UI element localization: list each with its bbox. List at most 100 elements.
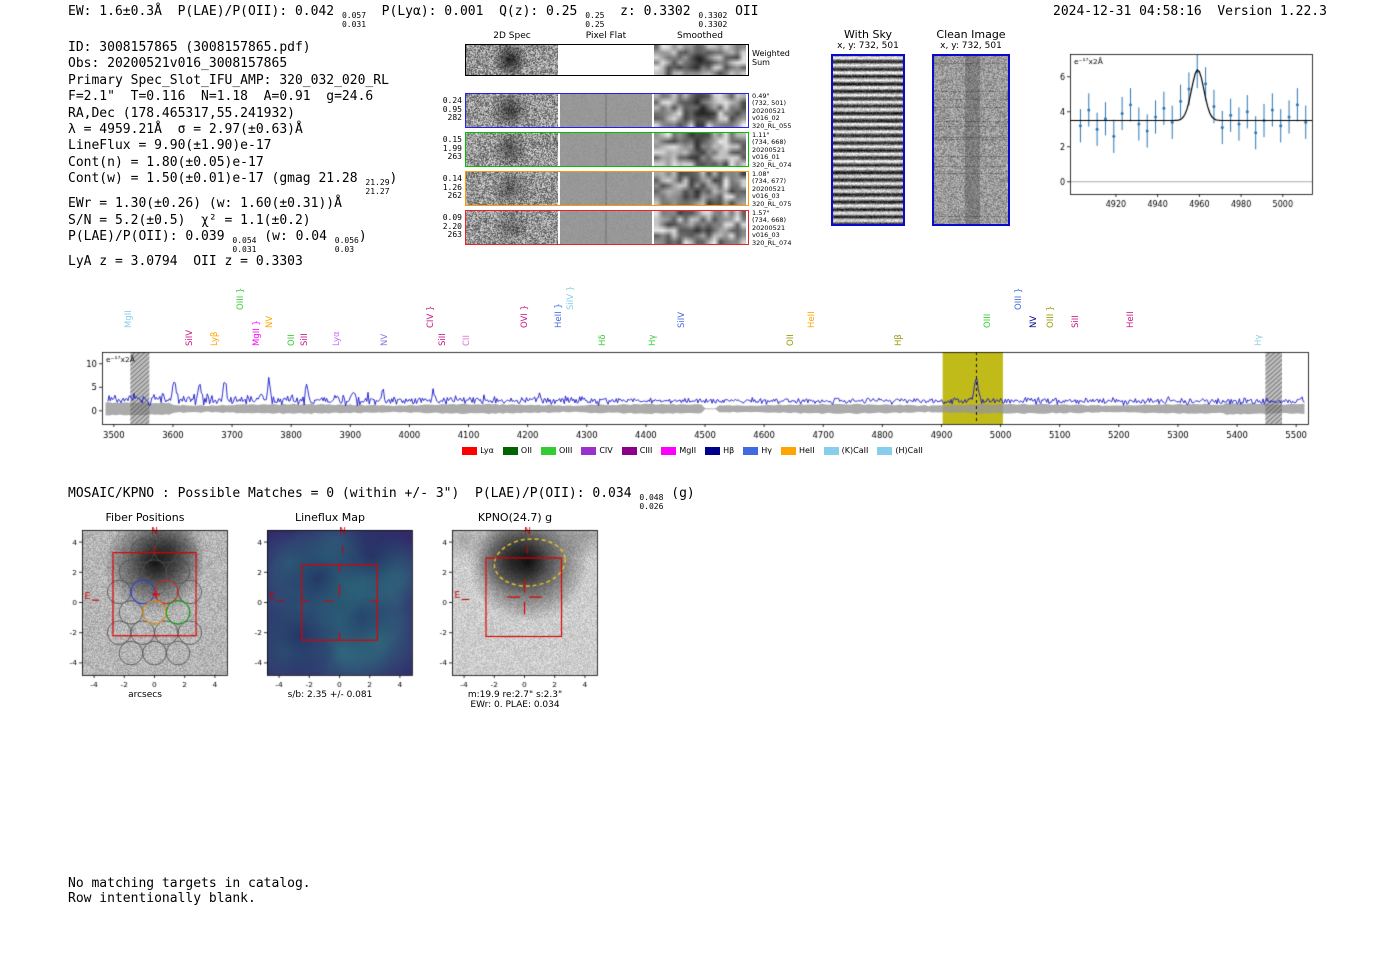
legend-label: Lyα (480, 446, 494, 455)
with-sky-coords: x, y: 732, 501 (837, 41, 899, 51)
text-segment: Obs: 20200521v016_3008157865 (68, 56, 288, 72)
uncertainty-stack: 0.054 0.031 (232, 236, 257, 254)
legend-item: OII (502, 446, 532, 455)
legend-swatch (502, 446, 518, 455)
info-line: LyA z = 3.0794 OII z = 0.3303 (68, 254, 397, 270)
fiber-stat-value: 1.26 (442, 182, 462, 192)
info-line: F=2.1" T=0.116 N=1.18 A=0.91 g=24.6 (68, 89, 397, 105)
text-segment: RA,Dec (178.465317,55.241932) (68, 105, 295, 121)
spec2d-strip-noise (466, 45, 558, 75)
fiber-annotation-line: v016_03 (752, 231, 780, 240)
info-line: RA,Dec (178.465317,55.241932) (68, 106, 397, 122)
emission-line-marker: OIII (982, 313, 993, 328)
clean-image-title: Clean Image (936, 28, 1006, 41)
info-line: Obs: 20200521v016_3008157865 (68, 56, 397, 72)
line-fit-zoom-plot (1040, 48, 1320, 216)
emission-line-marker: CIV } (426, 305, 437, 328)
text-segment: (w: 0.04 (256, 229, 335, 245)
fiber-2d-row (465, 93, 749, 128)
lineflux-caption: s/b: 2.35 +/- 0.081 (287, 690, 373, 700)
clean-image-panel: Clean Image x, y: 732, 501 (928, 28, 1014, 226)
legend-label: (H)CaII (895, 446, 923, 455)
fiber-row-annotation: 1.08" (734, 677) 20200521 v016_03 320_RL_075 (752, 170, 832, 208)
fiber-annotation-line: 320_RL_075 (752, 199, 792, 208)
fiber-2d-row (465, 132, 749, 167)
text-segment: P(Lyα): 0.001 Q(z): 0.25 (366, 4, 586, 19)
fiber-row-annotation: 1.11" (734, 668) 20200521 v016_01 320_RL_074 (752, 131, 832, 169)
fiber-stat-value: 262 (447, 191, 462, 200)
text-segment: Cont(w) = 1.50(±0.01)e-17 (gmag 21.28 (68, 171, 366, 187)
with-sky-panel: With Sky x, y: 732, 501 (828, 28, 908, 226)
legend-item: Hβ (705, 446, 734, 455)
spec2d-strip-smooth (654, 172, 746, 205)
uncertainty-stack: 0.056 0.03 (334, 236, 359, 254)
info-line: P(LAE)/P(OII): 0.039 0.054 0.031 (w: 0.04… (68, 229, 397, 254)
emission-line-marker: OII (286, 334, 297, 346)
text-segment: (g) (663, 486, 695, 501)
emission-line-marker: NV (264, 315, 275, 328)
legend-item: (K)CaII (823, 446, 868, 455)
spec2d-col-header: 2D Spec (493, 31, 531, 41)
spec2d-strip-noise (466, 172, 558, 205)
emission-line-marker: OIII } (1045, 305, 1056, 328)
fiber-positions-title: Fiber Positions (105, 511, 185, 524)
fiber-stat-value: 0.09 (442, 213, 462, 222)
detection-info-block: ID: 3008157865 (3008157865.pdf) Obs: 2020… (68, 40, 397, 270)
emission-line-marker-band: MgII SiIV Lyβ OIII } MgII } NV OII SiII Lyα NV CIV… (70, 258, 1315, 348)
emission-line-marker: MgII } (252, 320, 263, 346)
legend-label: OIII (558, 446, 573, 455)
spec2d-strip-noise (466, 211, 558, 244)
fiber-annotation-line: 20200521 (752, 106, 786, 115)
kpno-caption-2: EWr: 0. PLAE: 0.034 (470, 700, 560, 710)
fiber-annotation-line: v016_03 (752, 192, 780, 201)
legend-item: OIII (540, 446, 573, 455)
fiber-annotation-line: 320_RL_074 (752, 160, 792, 169)
fiber-positions-panel: Fiber Positions arcsecs (50, 511, 240, 700)
legend-item: HeII (780, 446, 815, 455)
fiber-stat-value: 0.14 (442, 174, 462, 183)
emission-line-marker: OII (785, 334, 796, 346)
info-line: Primary Spec_Slot_IFU_AMP: 320_032_020_R… (68, 73, 397, 89)
with-sky-image (831, 54, 905, 226)
fiber-annotation-line: 0.49" (752, 92, 770, 100)
fiber-2d-row (465, 210, 749, 245)
text-segment: ) (358, 229, 367, 245)
text-segment: S/N = 5.2(±0.5) χ² = 1.1(±0.2) (68, 212, 311, 228)
fiber-positions-plot (50, 524, 240, 690)
emission-line-marker: NV (379, 333, 390, 346)
legend-swatch (705, 446, 721, 455)
emission-line-marker: Lyβ (209, 331, 220, 346)
uncertainty-stack: 0.3302 0.3302 (698, 11, 728, 29)
text-segment: ) (389, 171, 398, 187)
spectrum-legend: Lyα OII OIII CIV CIII MgII Hβ Hγ HeII (K)CaII (H)C… (70, 446, 1315, 455)
fiber-annotation-line: 320_RL_055 (752, 121, 792, 130)
fiber-annotation-line: (734, 668) (752, 216, 787, 225)
text-segment: Cont(n) = 1.80(±0.05)e-17 (68, 154, 264, 170)
legend-swatch (661, 446, 677, 455)
fiber-annotation-line: 20200521 (752, 184, 786, 193)
legend-item: Hγ (743, 446, 772, 455)
clean-image-coords: x, y: 732, 501 (940, 41, 1002, 51)
full-spectrum-plot (70, 348, 1315, 446)
legend-item: (H)CaII (877, 446, 923, 455)
spec2d-strip-flat (560, 94, 652, 127)
weighted-sum-label: Weighted Sum (752, 49, 790, 67)
info-line: Cont(w) = 1.50(±0.01)e-17 (gmag 21.28 21… (68, 171, 397, 196)
fiber-row-stats: 0.09 2.20 263 (440, 213, 462, 240)
emission-line-marker: OIII } (1014, 287, 1025, 310)
legend-item: CIII (621, 446, 652, 455)
kpno-cutout-plot (420, 524, 610, 690)
lineflux-map-title: Lineflux Map (294, 511, 366, 524)
emission-line-marker: Hγ (1253, 334, 1264, 346)
fiber-annotation-line: 1.08" (752, 170, 770, 178)
emission-line-marker: OIII } (235, 287, 246, 310)
fiber-stat-value: 263 (447, 152, 462, 161)
legend-item: MgII (661, 446, 696, 455)
text-segment: EWr = 1.30(±0.26) (w: 1.60(±0.31))Å (68, 196, 342, 212)
legend-item: Lyα (462, 446, 494, 455)
spec2d-strip-smooth (654, 94, 746, 127)
emission-line-marker: SiII (1071, 315, 1082, 328)
spec2d-strip-flat (560, 172, 652, 205)
fiber-stat-value: 282 (447, 113, 462, 122)
